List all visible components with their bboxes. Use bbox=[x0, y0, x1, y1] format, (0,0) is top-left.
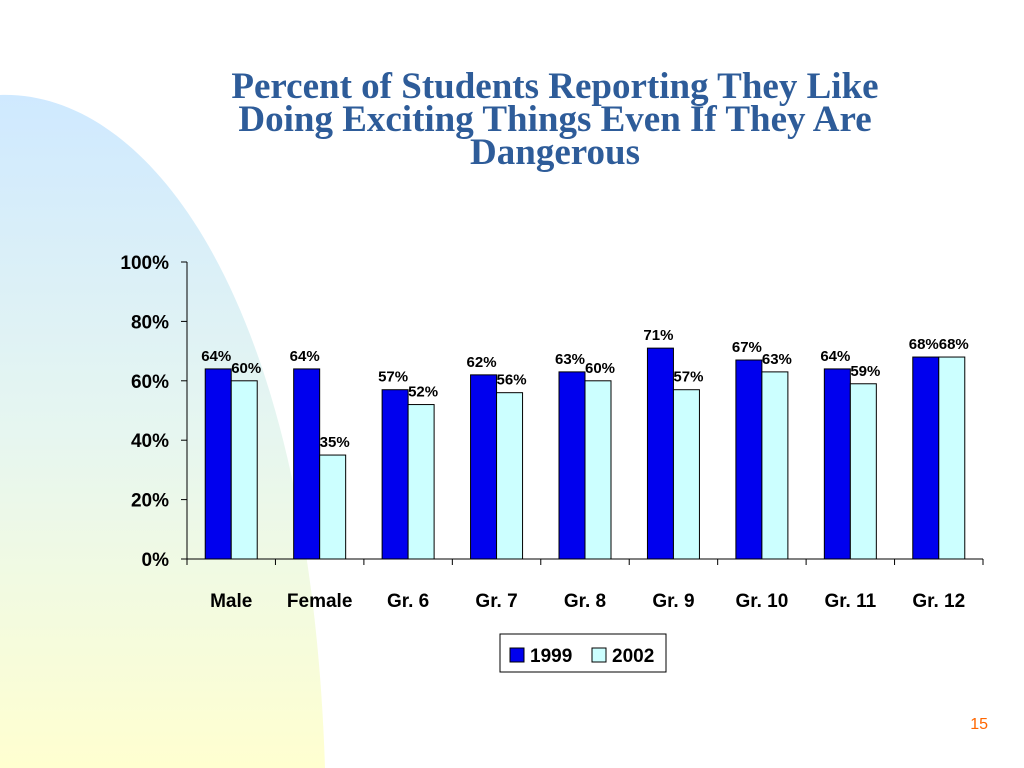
data-label-1999: 68% bbox=[909, 336, 939, 353]
data-label-1999: 71% bbox=[643, 327, 673, 344]
bar-1999 bbox=[204, 368, 232, 560]
bar-1999 bbox=[381, 389, 409, 560]
y-tick-label: 20% bbox=[131, 491, 169, 512]
title-line-2: Doing Exciting Things Even If They Are bbox=[238, 99, 872, 140]
x-tick-label: Gr. 11 bbox=[824, 591, 876, 612]
data-label-2002: 56% bbox=[497, 372, 527, 389]
x-tick-label: Male bbox=[210, 591, 252, 612]
slide-title: Percent of Students Reporting They Like … bbox=[130, 66, 980, 173]
title-line-1: Percent of Students Reporting They Like bbox=[231, 66, 879, 107]
data-label-2002: 60% bbox=[231, 360, 261, 377]
data-label-1999: 62% bbox=[467, 354, 497, 371]
bar-2002 bbox=[938, 356, 966, 560]
data-label-2002: 52% bbox=[408, 384, 438, 401]
data-label-1999: 57% bbox=[378, 369, 408, 386]
bar-1999 bbox=[558, 371, 586, 560]
y-tick-label: 0% bbox=[142, 550, 170, 571]
legend-label: 1999 bbox=[530, 646, 572, 667]
y-tick-label: 40% bbox=[131, 431, 169, 452]
bar-1999 bbox=[823, 368, 851, 560]
data-label-2002: 68% bbox=[939, 336, 969, 353]
bar-2002 bbox=[849, 383, 877, 560]
x-tick-label: Gr. 12 bbox=[912, 591, 965, 612]
bar-2002 bbox=[761, 371, 789, 560]
y-tick-label: 100% bbox=[120, 253, 169, 274]
bar-1999 bbox=[912, 356, 940, 560]
bar-2002 bbox=[407, 404, 435, 560]
data-label-1999: 63% bbox=[555, 351, 585, 368]
data-label-2002: 57% bbox=[673, 369, 703, 386]
bar-2002 bbox=[230, 380, 258, 560]
legend-swatch-1999 bbox=[509, 647, 525, 663]
x-tick-label: Gr. 9 bbox=[652, 591, 694, 612]
x-tick-label: Gr. 8 bbox=[564, 591, 606, 612]
page-number: 15 bbox=[970, 716, 988, 733]
bar-1999 bbox=[735, 359, 763, 560]
x-tick-label: Gr. 6 bbox=[387, 591, 429, 612]
data-label-2002: 35% bbox=[320, 434, 350, 451]
bar-1999 bbox=[293, 368, 321, 560]
title-line-3: Dangerous bbox=[470, 132, 640, 173]
x-tick-label: Gr. 10 bbox=[735, 591, 788, 612]
bar-1999 bbox=[646, 347, 674, 560]
data-label-1999: 64% bbox=[290, 348, 320, 365]
bar-1999 bbox=[470, 374, 498, 560]
y-tick-label: 60% bbox=[131, 372, 169, 393]
data-label-2002: 59% bbox=[850, 363, 880, 380]
bar-2002 bbox=[672, 389, 700, 560]
data-label-1999: 64% bbox=[201, 348, 231, 365]
x-tick-label: Female bbox=[287, 591, 352, 612]
bar-2002 bbox=[319, 454, 347, 560]
data-label-1999: 64% bbox=[820, 348, 850, 365]
bar-2002 bbox=[584, 380, 612, 560]
legend-label: 2002 bbox=[612, 646, 654, 667]
data-label-2002: 63% bbox=[762, 351, 792, 368]
bar-2002 bbox=[496, 392, 524, 560]
x-tick-label: Gr. 7 bbox=[475, 591, 517, 612]
y-tick-label: 80% bbox=[131, 312, 169, 333]
legend-box bbox=[499, 633, 667, 673]
legend-swatch-2002 bbox=[591, 647, 607, 663]
data-label-2002: 60% bbox=[585, 360, 615, 377]
data-label-1999: 67% bbox=[732, 339, 762, 356]
